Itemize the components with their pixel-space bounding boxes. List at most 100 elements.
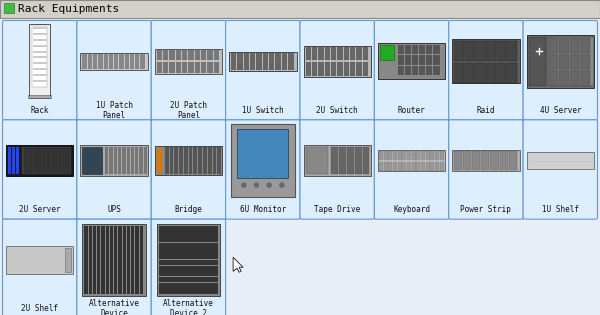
Bar [208, 62, 213, 73]
Bar [362, 147, 370, 174]
Bar [362, 47, 368, 60]
FancyBboxPatch shape [77, 219, 151, 315]
Bar [229, 52, 296, 71]
Text: Rack: Rack [31, 106, 49, 115]
Bar [176, 62, 181, 73]
Bar [119, 54, 124, 69]
Bar [52, 148, 61, 173]
Bar [93, 226, 96, 294]
Bar [122, 226, 126, 294]
Bar [454, 151, 463, 170]
Bar [331, 62, 336, 76]
Bar [43, 148, 52, 173]
Bar [507, 63, 517, 83]
Bar [33, 45, 47, 47]
Text: Raid: Raid [476, 106, 495, 115]
Bar [486, 63, 496, 83]
FancyBboxPatch shape [2, 20, 77, 120]
Bar [82, 54, 86, 69]
Bar [114, 54, 118, 69]
Bar [33, 27, 47, 29]
Bar [139, 147, 143, 174]
Circle shape [254, 183, 259, 187]
Bar [238, 129, 288, 178]
Bar [198, 146, 202, 175]
Bar [282, 53, 287, 70]
Bar [97, 226, 100, 294]
Bar [407, 162, 411, 171]
Bar [33, 56, 47, 58]
Bar [135, 226, 139, 294]
FancyBboxPatch shape [226, 20, 300, 120]
Bar [463, 151, 472, 170]
Bar [331, 47, 336, 60]
Bar [388, 162, 392, 171]
Bar [34, 148, 42, 173]
Bar [425, 162, 430, 171]
Circle shape [280, 183, 284, 187]
Bar [127, 147, 130, 174]
Bar [548, 37, 594, 86]
Bar [114, 147, 117, 174]
Bar [155, 49, 222, 74]
Text: 2U Shelf: 2U Shelf [21, 304, 58, 313]
Bar [465, 63, 475, 83]
Bar [135, 54, 139, 69]
Bar [570, 37, 580, 53]
Bar [80, 145, 148, 176]
Bar [114, 226, 118, 294]
Bar [305, 47, 311, 60]
Bar [433, 55, 440, 65]
Bar [127, 226, 130, 294]
Bar [118, 226, 122, 294]
Bar [350, 62, 355, 76]
Bar [393, 151, 397, 160]
Bar [490, 151, 499, 170]
Bar [157, 50, 162, 60]
Bar [159, 243, 218, 248]
Bar [398, 162, 402, 171]
Bar [452, 39, 520, 83]
Bar [412, 151, 416, 160]
Bar [157, 224, 220, 296]
Bar [433, 45, 440, 54]
Bar [305, 62, 311, 76]
Bar [362, 62, 368, 76]
Bar [405, 66, 411, 75]
Bar [412, 162, 416, 171]
Bar [106, 226, 109, 294]
Text: 1U Switch: 1U Switch [242, 106, 284, 115]
FancyBboxPatch shape [2, 120, 77, 219]
Bar [32, 26, 47, 87]
Bar [509, 151, 517, 170]
Bar [288, 53, 293, 70]
Bar [529, 37, 547, 86]
Text: 2U Patch
Panel: 2U Patch Panel [170, 101, 207, 120]
Bar [159, 277, 218, 282]
FancyBboxPatch shape [300, 120, 374, 219]
Bar [214, 62, 219, 73]
Bar [500, 151, 508, 170]
Bar [159, 226, 218, 231]
Bar [188, 146, 193, 175]
Text: 6U Monitor: 6U Monitor [239, 205, 286, 214]
Bar [378, 150, 445, 171]
FancyBboxPatch shape [374, 20, 449, 120]
Bar [8, 147, 11, 174]
Bar [527, 35, 594, 88]
Bar [33, 80, 47, 82]
Bar [305, 147, 328, 174]
Bar [419, 45, 425, 54]
Text: Rack Equipments: Rack Equipments [18, 4, 119, 14]
Bar [110, 226, 113, 294]
Bar [105, 147, 109, 174]
Bar [426, 66, 433, 75]
Bar [344, 62, 349, 76]
Bar [208, 50, 213, 60]
Bar [425, 151, 430, 160]
Bar [163, 62, 169, 73]
Text: 2U Server: 2U Server [19, 205, 61, 214]
Bar [344, 47, 349, 60]
Bar [16, 147, 19, 174]
Bar [98, 54, 103, 69]
